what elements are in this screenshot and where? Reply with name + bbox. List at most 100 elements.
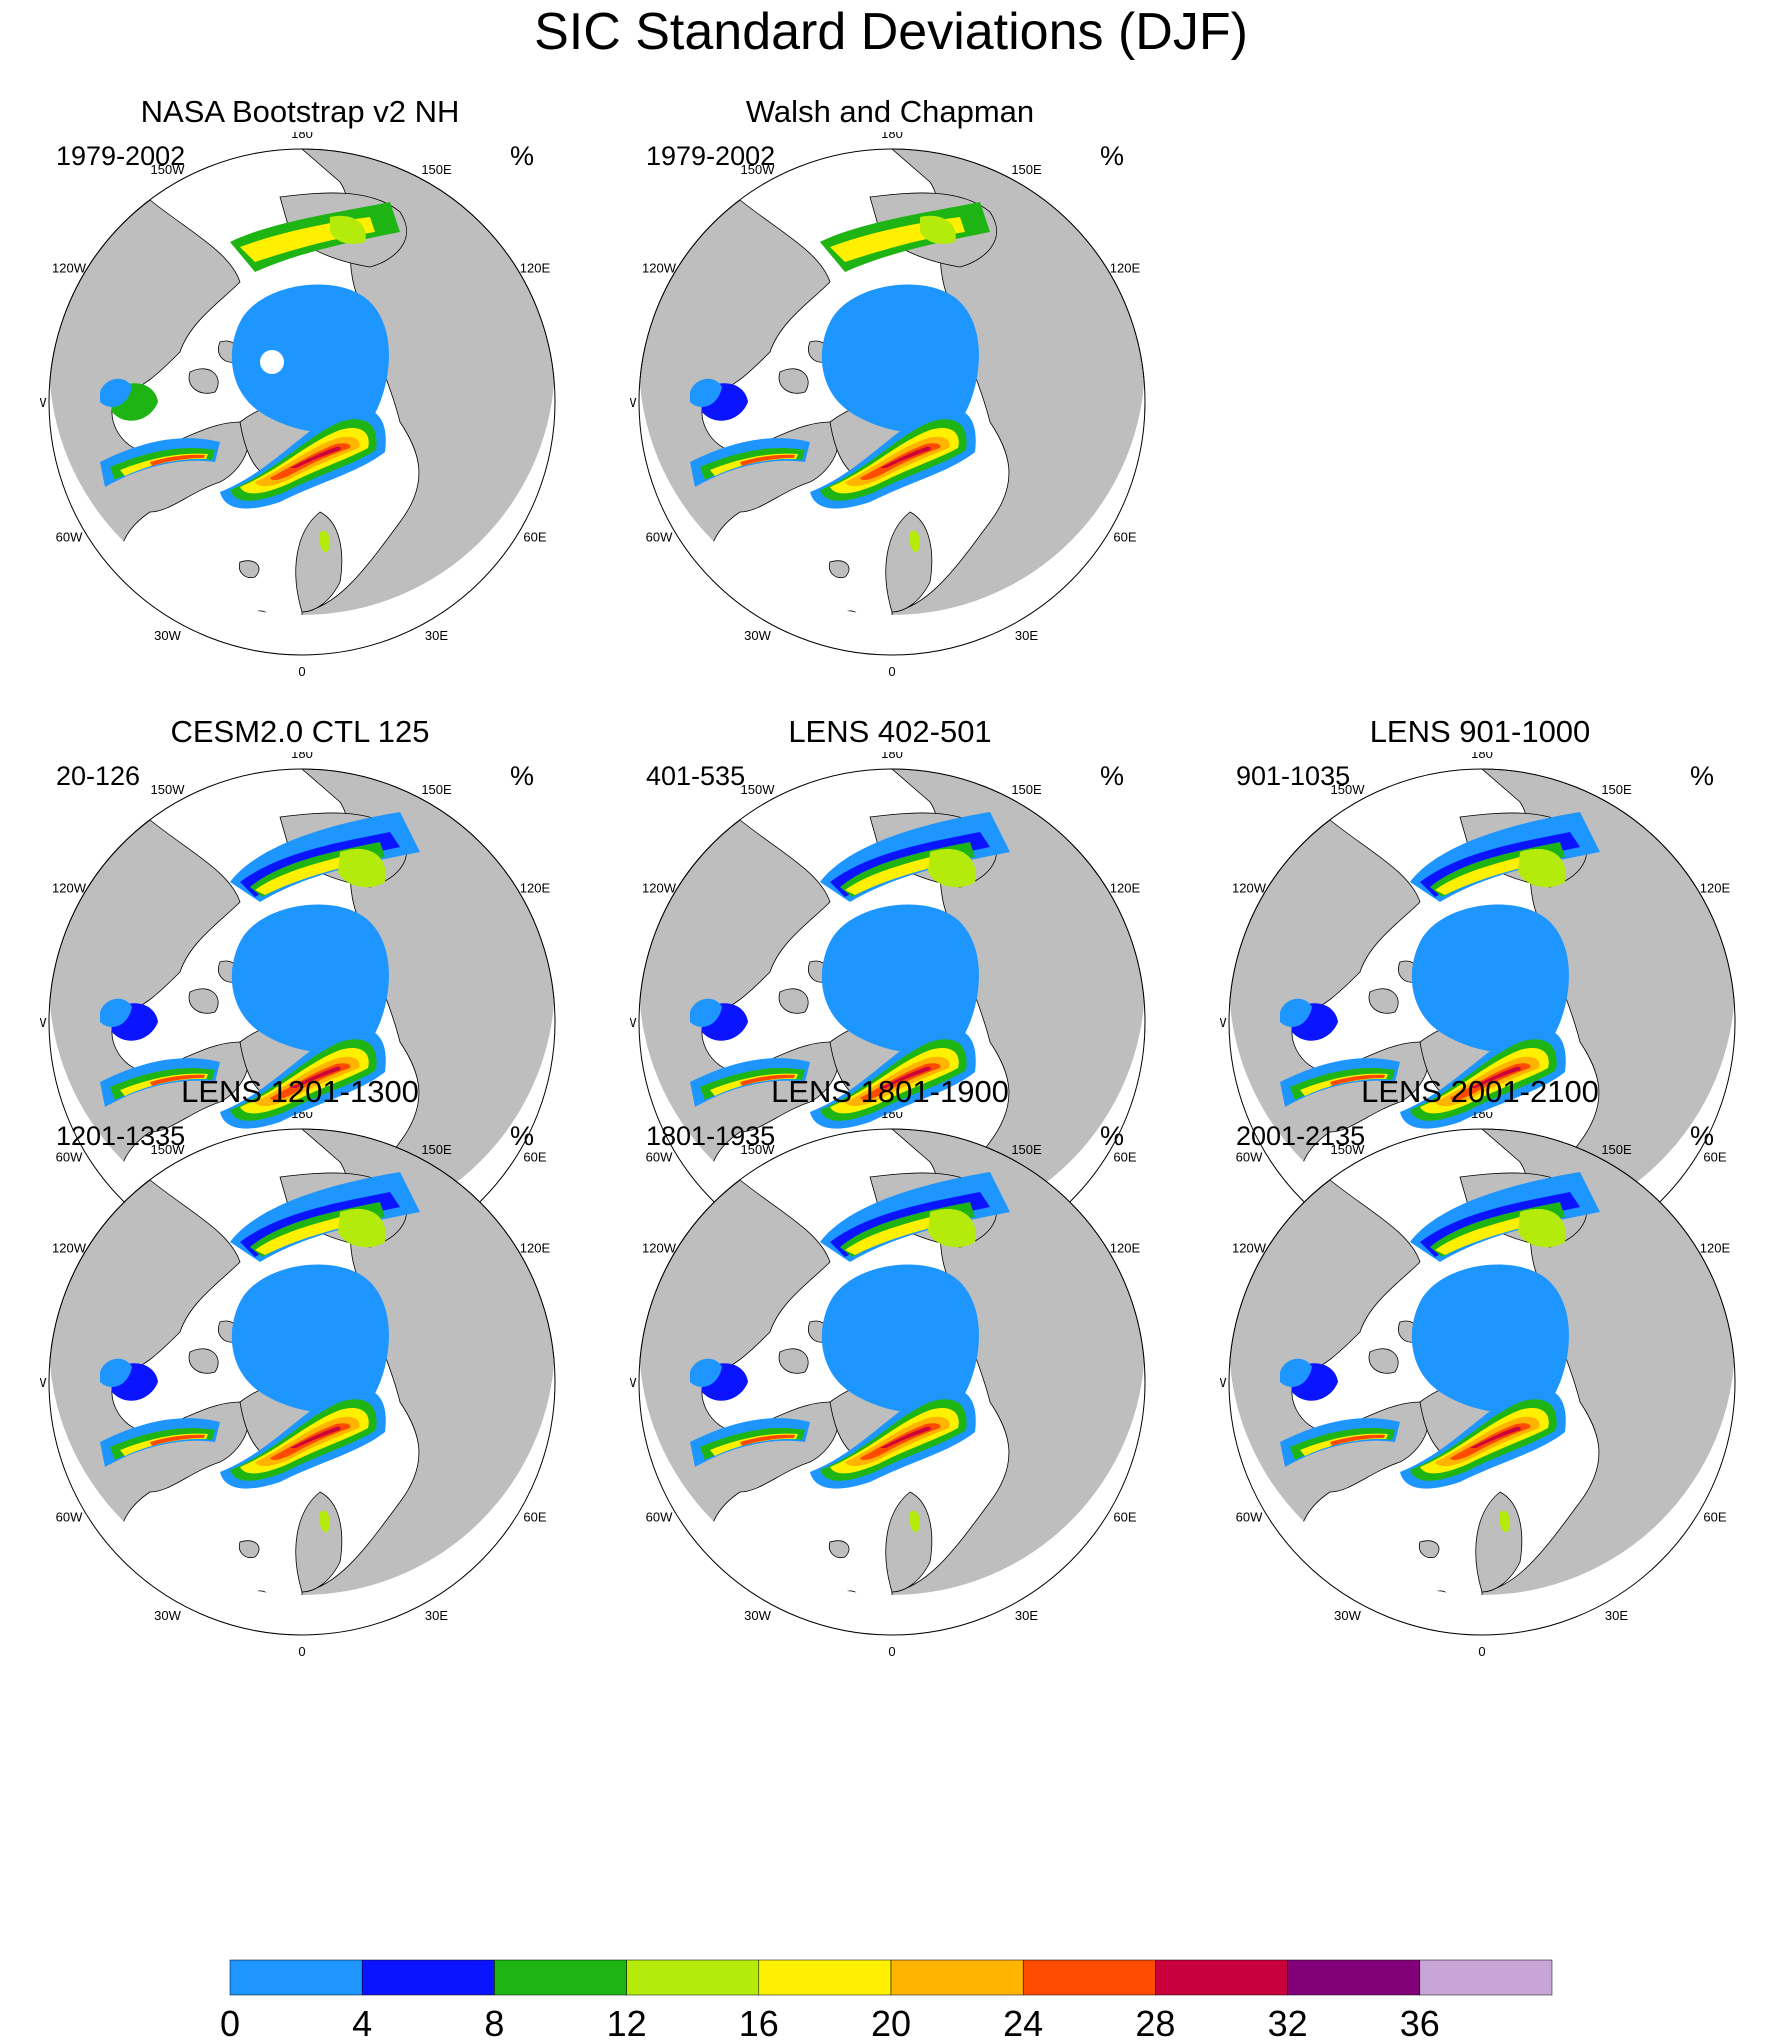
panel-units: % xyxy=(510,761,535,791)
longitude-label: 180 xyxy=(881,132,903,141)
longitude-label: 60W xyxy=(1236,1150,1263,1165)
land-shape xyxy=(828,1540,850,1559)
map-panel: LENS 2001-2100 2001-2135% 180 150E 120E 90E 60… xyxy=(1220,1072,1740,1659)
map-panel: LENS 901-1000901-1035%180150E120E90E60E3… xyxy=(1220,712,1740,1299)
land-shape xyxy=(238,1540,260,1559)
land-shape xyxy=(778,1348,809,1374)
longitude-label: 120E xyxy=(1110,881,1141,896)
ice-labrador-sea xyxy=(740,1434,795,1446)
longitude-label: 150W xyxy=(151,1142,186,1157)
colorbar-tick-label: 32 xyxy=(1267,2003,1308,2044)
longitude-label: 30W xyxy=(154,628,181,643)
longitude-label: 60W xyxy=(1236,1510,1263,1525)
colorbar-bin xyxy=(1287,1959,1421,1996)
longitude-label: 120E xyxy=(1700,1241,1731,1256)
longitude-label: 90E xyxy=(1149,1375,1150,1390)
colorbar-tick-label: 20 xyxy=(870,2003,912,2044)
longitude-label: 60E xyxy=(1113,1150,1136,1165)
longitude-label: 150W xyxy=(741,162,776,177)
longitude-label: 0 xyxy=(888,1644,895,1659)
land-shape xyxy=(841,1590,861,1595)
longitude-label: 60E xyxy=(523,1510,546,1525)
longitude-label: 120E xyxy=(520,881,551,896)
panel-title: NASA Bootstrap v2 NH xyxy=(140,94,460,129)
longitude-label: 90E xyxy=(559,1015,560,1030)
longitude-label: 90E xyxy=(559,1375,560,1390)
longitude-label: 30E xyxy=(425,1608,448,1623)
longitude-label: 90E xyxy=(559,395,560,410)
land-shape xyxy=(1368,1348,1399,1374)
colorbar-tick-label: 12 xyxy=(606,2003,647,2044)
ice-labrador-sea xyxy=(710,453,798,476)
panel-units: % xyxy=(1690,761,1715,791)
longitude-label: 120W xyxy=(52,1241,87,1256)
land-shape xyxy=(828,560,850,579)
ice-labrador-sea xyxy=(1330,1434,1385,1446)
longitude-label: 0 xyxy=(888,664,895,679)
ice-bering-band xyxy=(845,1212,955,1255)
colorbar-bin xyxy=(1022,1959,1156,1996)
longitude-label: 60W xyxy=(646,530,673,545)
panel-title: LENS 1801-1900 xyxy=(771,1074,1009,1109)
polar-map: 180150E120E90E60E30E030W60W90W120W150W xyxy=(1220,1112,1740,1659)
colorbar-bin xyxy=(361,1959,495,1996)
ice-labrador-sea xyxy=(120,1073,208,1096)
panel-period: 1201-1335 xyxy=(56,1121,186,1151)
land-shape xyxy=(885,1491,933,1593)
longitude-label: 90W xyxy=(40,1375,47,1390)
panel-period: 901-1035 xyxy=(1236,761,1351,791)
land-shape xyxy=(188,368,219,394)
land-shape xyxy=(1475,1491,1523,1593)
panel-period: 401-535 xyxy=(646,761,746,791)
longitude-label: 120W xyxy=(1232,1241,1267,1256)
colorbar-tick-label: 28 xyxy=(1135,2003,1176,2044)
map-boundary xyxy=(1228,1128,1736,1636)
ice-labrador-sea xyxy=(740,454,795,466)
ice-hudson-bay-edge xyxy=(100,378,132,407)
ice-labrador-sea xyxy=(1330,1074,1385,1086)
panel-title: LENS 901-1000 xyxy=(1369,714,1591,749)
longitude-label: 120E xyxy=(1110,1241,1141,1256)
ice-central-arctic xyxy=(1411,1264,1569,1413)
pole-hole xyxy=(260,350,284,374)
longitude-label: 120E xyxy=(520,1241,551,1256)
ice-bering-band xyxy=(928,848,976,888)
ice-labrador-sea xyxy=(150,454,205,466)
colorbar-bin xyxy=(494,1959,627,1996)
panel-units: % xyxy=(1690,1121,1715,1151)
ice-labrador-sea xyxy=(150,1434,205,1446)
ice-labrador-sea xyxy=(150,1074,205,1086)
longitude-label: 90W xyxy=(630,1375,637,1390)
longitude-label: 90W xyxy=(630,395,637,410)
panel-units: % xyxy=(1100,141,1125,171)
longitude-label: 150W xyxy=(1331,782,1366,797)
colorbar-tick-label: 36 xyxy=(1399,2003,1440,2044)
polar-map: 180150E120E90E60E30E030W60W90W120W150W xyxy=(630,752,1150,1299)
ice-bering-band xyxy=(330,215,366,244)
ice-bering-band xyxy=(338,848,386,888)
longitude-label: 120W xyxy=(1232,881,1267,896)
polar-map: 180150E120E90E60E30E030W60W90W120W150W xyxy=(630,1112,1150,1659)
longitude-label: 180 xyxy=(291,1112,313,1121)
longitude-label: 60E xyxy=(1703,1150,1726,1165)
longitude-label: 0 xyxy=(298,1644,305,1659)
longitude-label: 120E xyxy=(1700,881,1731,896)
longitude-label: 60W xyxy=(56,530,83,545)
colorbar-tick-label: 24 xyxy=(1003,2003,1044,2044)
polar-map: 180150E120E90E60E30E030W60W90W120W150W xyxy=(40,1112,560,1659)
ice-bering-band xyxy=(1518,1208,1566,1248)
panel-title: CESM2.0 CTL 125 xyxy=(170,714,430,749)
ice-hudson-bay-edge xyxy=(690,998,722,1027)
land-shape xyxy=(778,368,809,394)
longitude-label: 120W xyxy=(52,261,87,276)
longitude-label: 60W xyxy=(56,1510,83,1525)
longitude-label: 150E xyxy=(1601,782,1632,797)
longitude-label: 60W xyxy=(646,1510,673,1525)
land-shape xyxy=(1418,1540,1440,1559)
ice-labrador-sea xyxy=(740,1074,795,1086)
land-shape xyxy=(841,610,861,615)
ice-bering-band xyxy=(845,852,955,895)
panel-period: 1979-2002 xyxy=(646,141,776,171)
longitude-label: 30W xyxy=(1334,1608,1361,1623)
land-shape xyxy=(1368,988,1399,1014)
